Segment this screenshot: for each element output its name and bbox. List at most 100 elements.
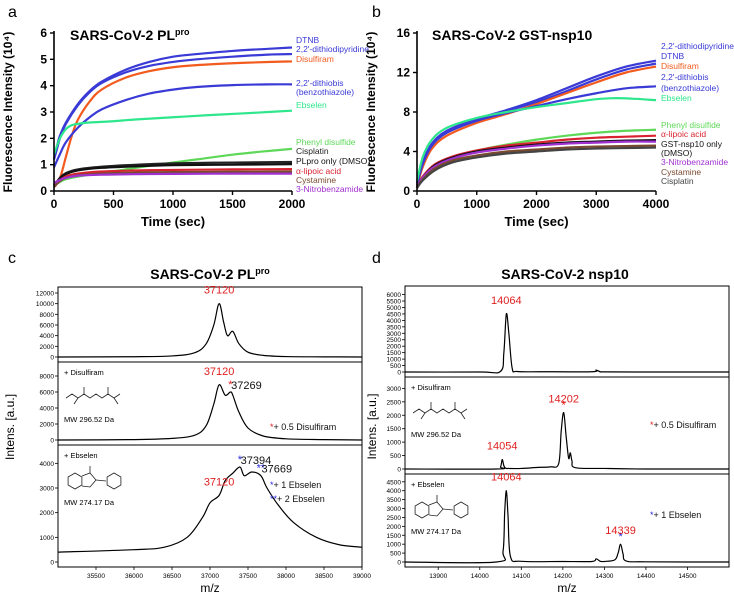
adduct-legend-stars: *: [650, 420, 654, 430]
peak-label: 37269: [231, 380, 262, 392]
y-tick-label: 3500: [387, 497, 402, 504]
legend-label: 2,2'-dithiodipyridine: [661, 41, 734, 51]
legend-label: Phenyl disulfide: [661, 120, 721, 130]
series-line-1: [52, 52, 293, 160]
y-tick-label: 2500: [387, 515, 402, 522]
y-tick-label: 0: [403, 184, 410, 198]
y-tick-label: 0: [50, 355, 54, 362]
legend-label: DTNB: [296, 35, 319, 45]
x-tick-label: 0: [414, 197, 421, 211]
legend-label: 3-Nitrobenzamide: [296, 184, 363, 194]
spectrum-trace: [57, 466, 363, 553]
legend-label: (benzothiazole): [296, 87, 354, 97]
y-tick-label: 1000: [40, 535, 55, 542]
y-tick-label: 1500: [387, 350, 402, 357]
y-tick-label: 1500: [387, 533, 402, 540]
adduct-legend-stars: **: [270, 494, 278, 504]
y-tick-label: 5500: [387, 299, 402, 306]
y-tick-label: 500: [390, 363, 401, 370]
y-tick-label: 2500: [387, 337, 402, 344]
series-line-0: [52, 46, 293, 160]
panel-label: a: [8, 4, 17, 21]
spectrum-trace: [57, 303, 363, 358]
peak-label: 14064: [491, 472, 522, 484]
series-line-2: [53, 60, 293, 185]
spectrum-0: 0500100015002000250030003500400045005000…: [387, 285, 730, 378]
y-tick-label: 1: [40, 158, 47, 172]
y-tick-label: 3000: [387, 386, 402, 393]
series-line-10: [53, 172, 293, 185]
peak-annotation: 14064: [491, 472, 522, 484]
x-tick-label: 2000: [523, 197, 550, 211]
peak-annotation: 14064: [491, 295, 522, 307]
y-tick-label: 1000: [387, 440, 402, 447]
peak-annotation: *37269: [228, 379, 261, 392]
x-tick-label: 38500: [315, 573, 333, 580]
x-axis-label: Time (sec): [504, 214, 568, 229]
adduct-legend: *+ 1 Ebselen: [270, 480, 321, 490]
molecule-bond: [73, 397, 79, 405]
legend-label: DTNB: [661, 51, 684, 61]
legend-label: α-lipoic acid: [296, 166, 341, 176]
peak-star: *: [238, 454, 243, 466]
y-tick-label: 8000: [40, 374, 55, 381]
y-tick-label: 4000: [40, 333, 55, 340]
molecule-ring: [428, 501, 444, 517]
spectrum-frame: [404, 285, 730, 378]
y-tick-label: 4000: [40, 461, 55, 468]
molecule-bond: [420, 412, 426, 420]
x-tick-label: 14000: [471, 573, 489, 580]
peak-label: 14054: [487, 441, 518, 453]
y-tick-label: 2: [40, 131, 47, 145]
series-line-9: [416, 144, 657, 189]
panel-label: b: [372, 4, 381, 21]
legend-label: (benzothiazole): [661, 83, 719, 93]
molecule-ring: [453, 501, 469, 519]
spectrum-0: 0 2000 4000 6000 8000 10000 12000 37120: [36, 285, 363, 363]
legend-label: (DMSO): [661, 148, 692, 158]
chart-title: SARS-CoV-2 PLpro: [70, 27, 190, 43]
series-line-8: [416, 140, 657, 188]
panel-label: d: [372, 250, 381, 267]
legend-label: PLpro only (DMSO): [296, 156, 370, 166]
spectrum-trace: [57, 384, 363, 441]
peak-star: *: [228, 379, 233, 391]
condition-label: + Ebselen: [64, 451, 98, 460]
y-tick-label: 2000: [40, 344, 55, 351]
x-tick-label: 14100: [512, 573, 530, 580]
molecule-bond: [113, 397, 119, 405]
legend-label: 2,2'-dithiobis: [661, 72, 708, 82]
y-tick-label: 0: [397, 370, 401, 377]
peak-label: 37120: [204, 366, 235, 378]
molecular-weight: MW 274.17 Da: [411, 527, 462, 536]
condition-label: + Disulfiram: [64, 368, 104, 377]
y-tick-label: 16: [397, 26, 411, 40]
y-tick-label: 3000: [387, 506, 402, 513]
spectrum-2: 0 500 1000 1500 2000 2500 3000 3500 4000 4500 1406…: [387, 472, 730, 568]
condition-label: + Ebselen: [411, 480, 445, 489]
x-tick-label: 37000: [201, 573, 219, 580]
ebselen-structure-icon: [414, 495, 469, 519]
adduct-legend-text: + 0.5 Disulfiram: [654, 420, 717, 430]
y-tick-label: 1500: [387, 426, 402, 433]
chart-title-main: SARS-CoV-2 PL: [150, 266, 255, 282]
legend-label: Cisplatin: [661, 176, 694, 186]
series-line-1: [415, 62, 657, 184]
molecule-ring: [67, 472, 83, 490]
molecule-bond: [95, 479, 107, 482]
series-line-0: [415, 59, 657, 184]
peak-annotation: *14202: [548, 394, 579, 412]
legend-label: Cisplatin: [296, 146, 329, 156]
adduct-legend-text: + 2 Ebselen: [277, 494, 325, 504]
chart-title: SARS-CoV-2 nsp10: [501, 266, 629, 282]
y-tick-label: 2500: [387, 399, 402, 406]
peak-annotation: *37394: [238, 454, 271, 467]
y-tick-label: 2000: [40, 510, 55, 517]
peak-annotation: 37120: [204, 366, 235, 378]
y-tick-label: 3000: [387, 331, 402, 338]
peak-label: 37120: [204, 476, 235, 488]
